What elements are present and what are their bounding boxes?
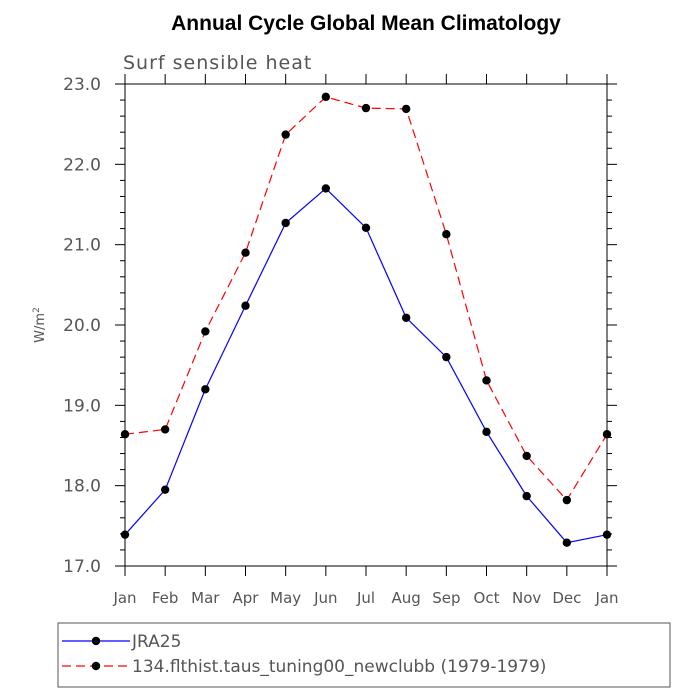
x-tick-label: Jul bbox=[356, 589, 375, 607]
x-tick-label: Aug bbox=[392, 589, 421, 607]
data-point bbox=[201, 327, 210, 336]
chart-subtitle: Surf sensible heat bbox=[123, 52, 312, 74]
y-tick-label: 20.0 bbox=[63, 316, 101, 336]
data-point bbox=[602, 430, 612, 439]
data-point bbox=[562, 538, 572, 547]
y-tick-labels: 17.0 18.0 19.0 20.0 21.0 22.0 23.0 bbox=[63, 75, 101, 577]
data-point bbox=[321, 92, 331, 102]
x-tick-labels: Jan Feb Mar Apr May Jun Jul Aug Sep Oct Nov Dec Jan bbox=[112, 589, 618, 607]
y-tick-label: 23.0 bbox=[63, 75, 101, 95]
x-tick-label: Jun bbox=[313, 589, 337, 607]
data-point bbox=[281, 130, 290, 139]
chart-title: Annual Cycle Global Mean Climatology bbox=[171, 12, 561, 35]
data-point bbox=[201, 385, 210, 394]
data-point bbox=[120, 430, 130, 439]
data-point bbox=[482, 376, 491, 385]
legend: JRA25 134.flthist.taus_tuning00_newclubb … bbox=[62, 632, 546, 677]
x-tick-label: Dec bbox=[552, 589, 581, 607]
x-tick-label: Jan bbox=[594, 589, 618, 607]
y-axis-label-exponent: 2 bbox=[32, 307, 42, 313]
data-point bbox=[442, 352, 451, 362]
data-point bbox=[281, 218, 290, 228]
x-tick-label: May bbox=[270, 589, 301, 607]
data-point bbox=[160, 425, 170, 434]
data-point bbox=[522, 451, 531, 461]
y-tick-label: 18.0 bbox=[63, 477, 101, 497]
data-point bbox=[401, 313, 411, 322]
data-point bbox=[160, 485, 170, 494]
y-tick-label: 19.0 bbox=[63, 396, 101, 416]
y-axis-label: W/m2 bbox=[32, 307, 48, 343]
x-tick-label: Mar bbox=[191, 589, 220, 607]
data-point bbox=[361, 103, 371, 113]
data-point bbox=[241, 248, 250, 257]
legend-marker bbox=[91, 636, 101, 646]
axis-ticks bbox=[115, 74, 617, 576]
y-tick-label: 17.0 bbox=[63, 557, 101, 577]
x-tick-label: Sep bbox=[432, 589, 460, 607]
data-point bbox=[442, 230, 451, 239]
data-point bbox=[241, 301, 250, 310]
series-line bbox=[124, 187, 608, 544]
legend-marker bbox=[91, 661, 101, 671]
x-tick-label: Feb bbox=[152, 589, 179, 607]
data-point bbox=[120, 530, 130, 539]
data-point bbox=[602, 530, 612, 539]
y-tick-label: 22.0 bbox=[63, 155, 101, 175]
data-point bbox=[401, 104, 411, 114]
y-axis-label-base: W/m bbox=[33, 313, 48, 343]
data-point bbox=[482, 427, 491, 437]
y-tick-label: 21.0 bbox=[63, 236, 101, 256]
legend-box bbox=[57, 622, 671, 688]
x-tick-label: Oct bbox=[474, 589, 500, 607]
x-tick-label: Nov bbox=[512, 589, 541, 607]
data-point bbox=[361, 223, 371, 232]
series-line bbox=[124, 96, 608, 502]
data-point bbox=[562, 495, 572, 505]
x-tick-label: Jan bbox=[112, 589, 136, 607]
x-tick-label: Apr bbox=[233, 589, 260, 607]
legend-label: 134.flthist.taus_tuning00_newclubb (1979… bbox=[132, 657, 546, 677]
data-point bbox=[321, 184, 331, 193]
plot-frame bbox=[124, 83, 608, 567]
legend-label: JRA25 bbox=[131, 632, 181, 652]
data-point bbox=[522, 491, 531, 501]
series-lines bbox=[120, 92, 612, 547]
